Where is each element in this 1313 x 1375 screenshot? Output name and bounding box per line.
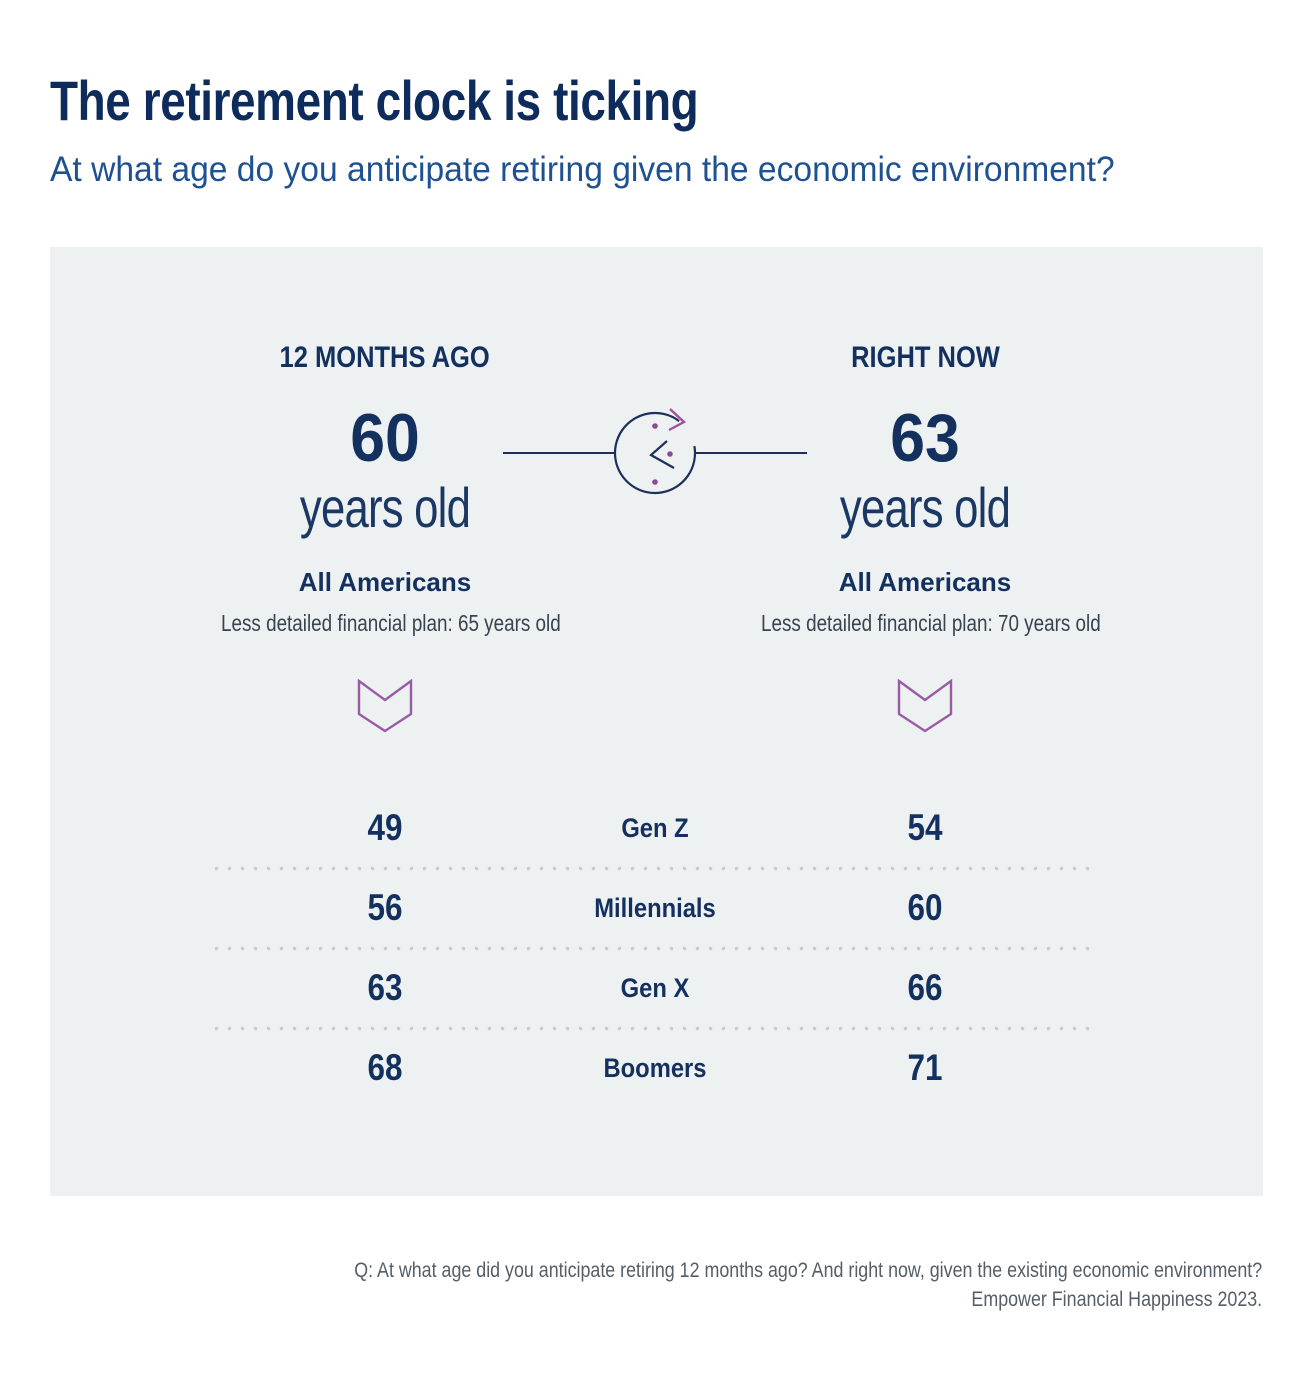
column-12-months-ago: 12 MONTHS AGO 60 years old All Americans…: [185, 341, 585, 733]
gen-value-now: 71: [907, 1047, 943, 1088]
survey-question-text: Q: At what age did you anticipate retiri…: [354, 1259, 1262, 1282]
connector-line-left: [503, 452, 615, 454]
gen-value-now: 54: [907, 807, 943, 848]
page-title: The retirement clock is ticking: [50, 69, 699, 132]
gen-value-now: 66: [907, 967, 943, 1008]
financial-plan-note: Less detailed financial plan: 70 years o…: [761, 610, 1101, 636]
age-unit-label: years old: [299, 476, 471, 539]
infographic-panel: 12 MONTHS AGO 60 years old All Americans…: [50, 247, 1263, 1196]
gen-value-ago: 68: [367, 1047, 403, 1088]
gen-label: Gen Z: [621, 813, 689, 843]
gen-label: Gen X: [620, 973, 690, 1003]
generation-row: 49 Gen Z 54: [50, 808, 1263, 848]
gen-label: Boomers: [603, 1053, 707, 1083]
generation-row: 68 Boomers 71: [50, 1048, 1263, 1088]
page-subtitle: At what age do you anticipate retiring g…: [50, 150, 1115, 189]
column-right-now: RIGHT NOW 63 years old All Americans Les…: [725, 341, 1125, 733]
age-value: 63: [890, 400, 960, 476]
generation-row: 63 Gen X 66: [50, 968, 1263, 1008]
group-label: All Americans: [298, 567, 472, 597]
column-header: 12 MONTHS AGO: [279, 341, 491, 374]
financial-plan-note: Less detailed financial plan: 65 years o…: [221, 610, 561, 636]
row-separator: [210, 1026, 1095, 1031]
gen-value-ago: 56: [367, 887, 403, 928]
group-label: All Americans: [838, 567, 1012, 597]
gen-label: Millennials: [594, 893, 716, 923]
age-value: 60: [350, 400, 420, 476]
connector-line-right: [695, 452, 807, 454]
clock-countdown-icon: [613, 408, 697, 495]
column-header: RIGHT NOW: [850, 341, 1000, 374]
age-unit-label: years old: [839, 476, 1011, 539]
row-separator: [210, 866, 1095, 871]
chevron-down-icon: [185, 678, 585, 733]
gen-value-ago: 49: [367, 807, 403, 848]
source-attribution: Empower Financial Happiness 2023.: [971, 1288, 1262, 1311]
row-separator: [210, 946, 1095, 951]
gen-value-now: 60: [907, 887, 943, 928]
gen-value-ago: 63: [367, 967, 403, 1008]
source-footnote: Q: At what age did you anticipate retiri…: [194, 1256, 1262, 1314]
generation-row: 56 Millennials 60: [50, 888, 1263, 928]
chevron-down-icon: [725, 678, 1125, 733]
